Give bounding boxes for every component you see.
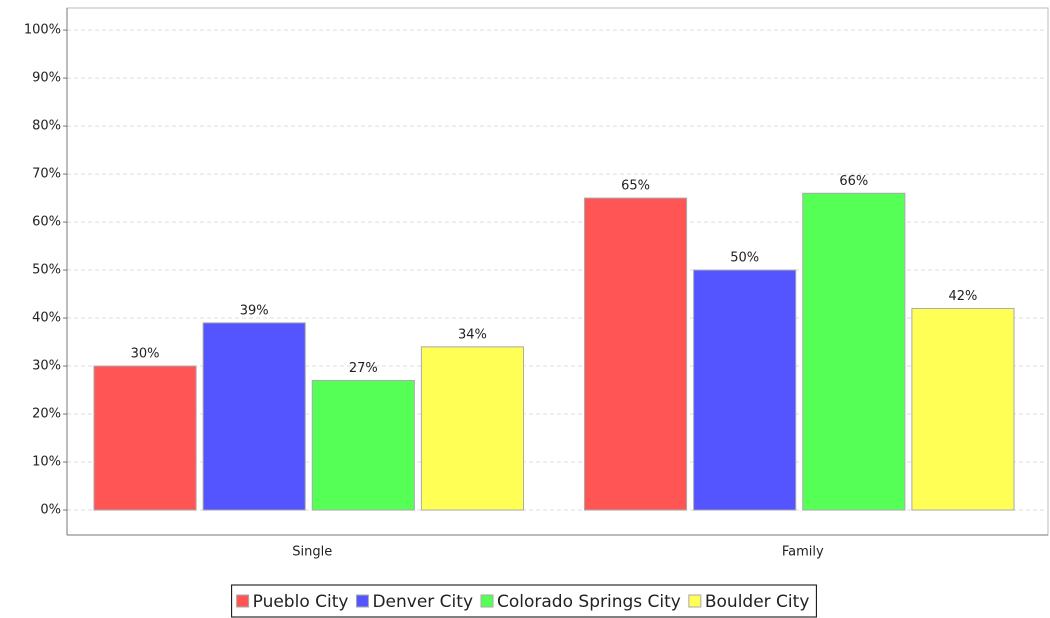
y-tick-label: 60% (32, 215, 61, 230)
value-label: 27% (349, 361, 378, 376)
value-label: 50% (730, 251, 759, 266)
value-label: 30% (131, 347, 160, 362)
legend-label: Colorado Springs City (497, 592, 681, 612)
value-label: 34% (458, 327, 487, 342)
bar (802, 192, 906, 511)
bar (311, 379, 415, 511)
legend-swatch (355, 594, 369, 608)
y-tick-label: 70% (32, 167, 61, 182)
legend: Pueblo City Denver City Colorado Springs C… (231, 584, 817, 618)
value-label: 66% (839, 174, 868, 189)
value-label: 42% (949, 289, 978, 304)
value-label: 65% (621, 179, 650, 194)
bar (583, 197, 688, 511)
bar (202, 322, 306, 511)
y-tick-label: 80% (32, 119, 61, 134)
y-tick-label: 100% (24, 23, 61, 38)
value-label: 39% (240, 303, 269, 318)
y-tick-label: 40% (32, 311, 61, 326)
bar (420, 346, 525, 511)
legend-label: Pueblo City (253, 592, 349, 612)
legend-label: Denver City (372, 592, 473, 612)
bar (693, 269, 797, 511)
legend-label: Boulder City (705, 592, 810, 612)
legend-swatch (688, 594, 702, 608)
y-tick-label: 90% (32, 71, 61, 86)
bar (911, 307, 1015, 511)
legend-swatch (236, 594, 250, 608)
legend-box (231, 584, 817, 618)
y-tick-label: 10% (32, 455, 61, 470)
y-tick-label: 50% (32, 263, 61, 278)
y-tick-label: 20% (32, 407, 61, 422)
y-tick-label: 0% (40, 503, 61, 518)
x-tick-label: Family (782, 545, 824, 560)
bar (93, 365, 197, 511)
x-tick-label: Single (292, 545, 332, 560)
y-tick-label: 30% (32, 359, 61, 374)
legend-swatch (480, 594, 494, 608)
